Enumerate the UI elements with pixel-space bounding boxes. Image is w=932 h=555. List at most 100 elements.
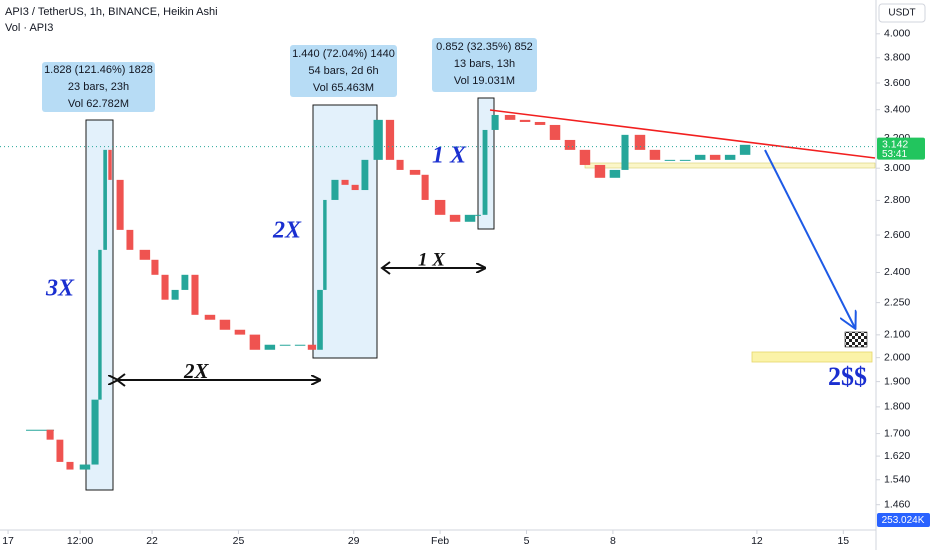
finish-flag: [844, 331, 868, 348]
candle: [307, 344, 317, 350]
candle: [649, 149, 661, 160]
candle: [351, 184, 359, 191]
candle: [434, 199, 446, 215]
candle: [56, 439, 64, 462]
candle: [579, 149, 591, 165]
last-price-tag: [877, 137, 925, 160]
candle: [26, 429, 55, 431]
annotation: 2X: [183, 359, 210, 383]
y-tick-label: 1.540: [884, 474, 910, 486]
y-tick-label: 3.800: [884, 52, 910, 64]
y-tick-label: 2.250: [884, 296, 910, 308]
candle: [234, 329, 246, 335]
annotation: 2X: [272, 218, 302, 244]
x-tick-label: 8: [610, 535, 616, 547]
candle: [331, 179, 339, 200]
y-tick-label: 3.600: [884, 77, 910, 89]
candles: [26, 114, 751, 470]
forecast-arrow: [764, 149, 855, 328]
candle: [594, 164, 606, 178]
candle: [191, 274, 199, 315]
candle: [108, 149, 112, 180]
annotation: 2$$: [828, 362, 867, 391]
measure-label: 0.852 (32.35%) 852: [436, 41, 533, 53]
candle: [449, 214, 461, 222]
candle: [739, 144, 751, 155]
measure-label-box: [42, 62, 155, 112]
candle: [634, 134, 646, 150]
annotation: 1 X: [432, 143, 467, 169]
trend-line: [489, 109, 876, 159]
measure-label: 1.440 (72.04%) 1440: [292, 48, 395, 60]
x-tick-label: 22: [146, 535, 158, 547]
y-tick-label: 2.100: [884, 329, 910, 341]
candle: [139, 249, 151, 260]
y-tick-label: 4.000: [884, 28, 910, 40]
currency[interactable]: USDT: [888, 8, 915, 19]
measure-label-box: [290, 45, 397, 97]
measure-label: 54 bars, 2d 6h: [308, 65, 378, 77]
y-tick-label: 2.000: [884, 351, 910, 363]
candle: [609, 169, 621, 178]
candle: [317, 289, 323, 350]
target-zone: [751, 351, 873, 363]
candle: [504, 114, 516, 120]
y-tick-label: 1.800: [884, 401, 910, 413]
measure-label-box: [432, 38, 537, 92]
y-tick-label: 1.620: [884, 450, 910, 462]
candle: [171, 289, 179, 300]
x-tick-label: 5: [524, 535, 530, 547]
candle: [464, 214, 476, 222]
candle: [664, 159, 676, 161]
candle: [564, 139, 576, 150]
candle: [323, 199, 327, 290]
measure-label: 23 bars, 23h: [68, 81, 129, 93]
candle: [161, 274, 169, 300]
currency-box[interactable]: [878, 3, 926, 23]
candle: [409, 169, 421, 175]
candle: [126, 229, 134, 250]
candle: [79, 464, 91, 470]
candle: [475, 214, 481, 216]
y-tick-label: 3.400: [884, 104, 910, 116]
candle: [294, 344, 306, 346]
arrow-head: [115, 261, 391, 387]
support-zone: [584, 162, 876, 169]
candle: [98, 249, 102, 400]
measure-label: 1.828 (121.46%) 1828: [44, 64, 153, 76]
candle: [151, 259, 159, 275]
candle: [679, 159, 691, 161]
candle: [694, 154, 706, 160]
candle: [264, 344, 276, 350]
candle: [219, 319, 231, 330]
candle: [385, 119, 395, 160]
measure-label: Vol 65.463M: [313, 82, 374, 94]
y-tick-label: 1.460: [884, 498, 910, 510]
candle: [46, 429, 54, 440]
candle: [709, 154, 721, 160]
candle: [66, 461, 74, 470]
x-tick-label: 17: [2, 535, 14, 547]
candle: [519, 119, 531, 122]
y-tick-label: 2.800: [884, 194, 910, 206]
countdown: 53:41: [882, 149, 907, 160]
candle: [91, 399, 99, 465]
annotation-layer: [42, 38, 876, 491]
candle: [396, 159, 404, 170]
x-tick-label: 29: [348, 535, 360, 547]
chart-title: API3 / TetherUS, 1h, BINANCE, Heikin Ash…: [5, 6, 218, 18]
x-tick-label: Feb: [431, 535, 449, 547]
annotation: 1 X: [418, 249, 446, 270]
candle: [549, 124, 561, 140]
candle: [204, 314, 216, 320]
candle: [249, 334, 261, 350]
candle: [341, 179, 349, 185]
annotation: 3X: [45, 276, 75, 302]
candle: [724, 154, 736, 160]
measure-label: Vol 19.031M: [454, 75, 515, 87]
candle: [482, 129, 488, 215]
candle: [373, 119, 383, 160]
candle: [116, 179, 124, 230]
candle: [491, 114, 499, 130]
